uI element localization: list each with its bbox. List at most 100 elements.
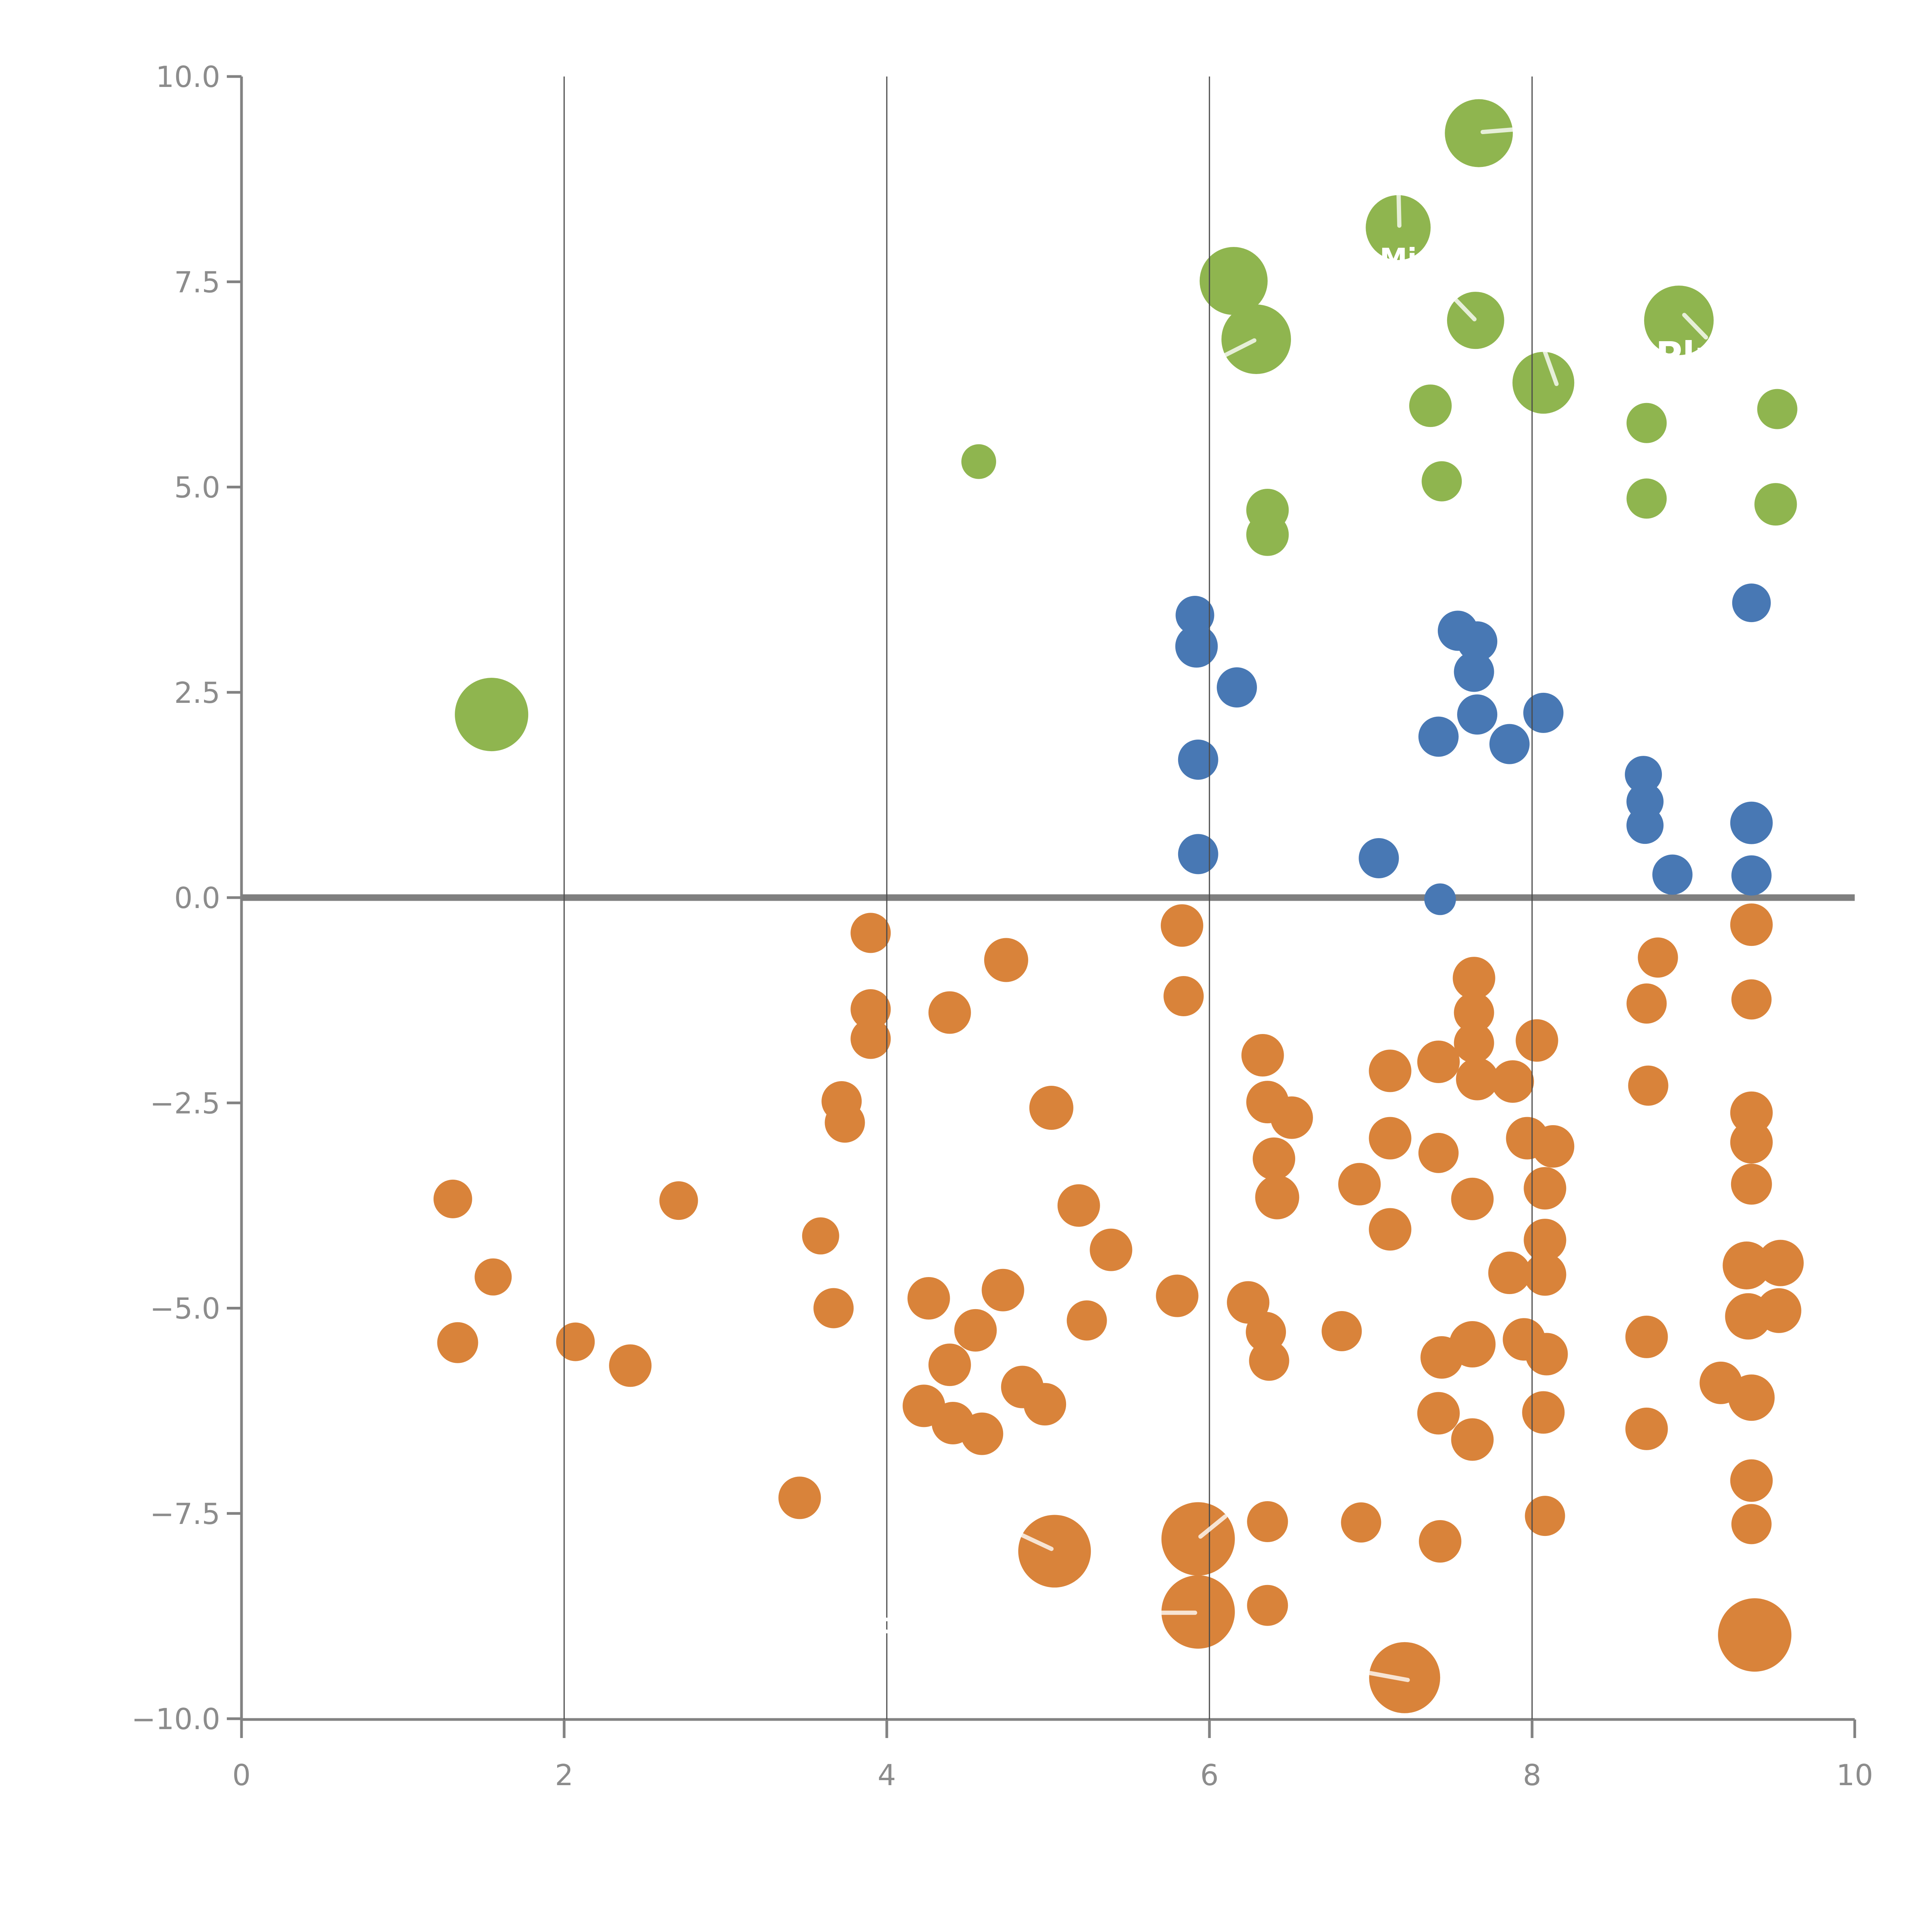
data-point [1246, 513, 1289, 556]
data-point [437, 1322, 478, 1363]
data-point [1199, 247, 1268, 315]
y-tick-label: −5.0 [150, 1292, 220, 1326]
data-point [1366, 195, 1431, 260]
data-point [1156, 1274, 1199, 1317]
data-point [659, 1181, 698, 1220]
data-point [1449, 1321, 1496, 1367]
data-point [1757, 1240, 1804, 1286]
data-point [928, 1344, 971, 1386]
data-point [1359, 838, 1399, 878]
data-point [455, 678, 529, 752]
data-point [981, 1269, 1024, 1311]
data-point [1644, 286, 1714, 355]
data-point [1488, 1252, 1531, 1294]
axes: 10.0 7.5 5.0 2.5 0.0 −2.5 −5.0 −7.5 −10.0 0 2 4 6 8 10 [131, 60, 1873, 1792]
data-point [1227, 1281, 1270, 1324]
x-tick-label: 2 [555, 1758, 573, 1792]
data-point [1626, 478, 1667, 519]
leader-line [1682, 313, 1708, 340]
x-tick-label: 0 [232, 1758, 251, 1792]
data-point [1457, 621, 1498, 662]
data-point [1175, 596, 1214, 634]
data-point [1457, 694, 1498, 735]
data-point [961, 1412, 1003, 1455]
data-point [778, 1476, 821, 1519]
data-point [1369, 1117, 1412, 1160]
data-point [556, 1322, 595, 1361]
data-point [825, 1102, 865, 1143]
data-point [1255, 1175, 1299, 1219]
data-point [1718, 1598, 1792, 1672]
data-point [1178, 740, 1218, 780]
data-point [1338, 1163, 1381, 1206]
data-point [1029, 1086, 1073, 1130]
data-point [1161, 1502, 1235, 1576]
data-point [1732, 583, 1771, 622]
series-group-orange [433, 903, 1804, 1713]
data-point [1417, 1041, 1460, 1083]
y-tick-label: 7.5 [174, 265, 220, 299]
data-point [1730, 903, 1773, 946]
y-tick-label: −7.5 [150, 1497, 220, 1531]
data-point [1454, 992, 1494, 1033]
data-point [1417, 1392, 1460, 1435]
data-point [1525, 1496, 1565, 1536]
data-point [1731, 855, 1772, 896]
data-point [1489, 724, 1530, 764]
data-point [1731, 1163, 1772, 1205]
data-point [1249, 1340, 1289, 1381]
leader-line [1542, 347, 1559, 386]
data-point [1270, 1096, 1313, 1139]
data-point [1523, 692, 1564, 733]
data-point [1216, 667, 1257, 707]
data-point [1515, 1019, 1558, 1062]
data-point [1730, 1091, 1773, 1134]
data-point [1418, 1133, 1459, 1173]
data-point [1057, 1184, 1100, 1227]
data-point [1626, 807, 1664, 844]
data-point [1424, 883, 1456, 915]
data-point [1024, 1383, 1066, 1426]
data-point [1730, 1121, 1773, 1164]
data-point [1253, 1137, 1295, 1180]
leader-line [1198, 1514, 1228, 1539]
data-point [609, 1344, 652, 1387]
y-tick-label: 0.0 [174, 881, 220, 915]
series-group-blue [1175, 583, 1773, 915]
data-point [1532, 1125, 1575, 1168]
data-point [1419, 1520, 1462, 1563]
data-point [1175, 625, 1218, 668]
y-tick-label: 5.0 [174, 471, 220, 505]
data-point [961, 444, 996, 479]
data-point [1456, 1058, 1499, 1100]
data-point [1731, 979, 1772, 1020]
data-point [928, 991, 971, 1034]
data-point [1522, 1391, 1565, 1434]
data-point [1163, 976, 1204, 1016]
leader-line [1480, 127, 1518, 134]
data-point [1754, 483, 1797, 526]
data-point [1723, 1242, 1771, 1289]
data-point [1161, 1575, 1235, 1649]
point-label: Mediterranean Region [800, 1607, 1160, 1640]
data-point [1524, 1167, 1566, 1210]
leader-line [1221, 338, 1257, 359]
series-group-green [455, 99, 1798, 752]
data-point [1454, 1023, 1494, 1063]
data-point [1247, 1501, 1288, 1542]
y-tick-label: −10.0 [131, 1702, 220, 1736]
data-point [802, 1217, 839, 1255]
data-point [907, 1277, 950, 1320]
leader-line [1396, 190, 1401, 228]
data-point [1626, 403, 1667, 443]
data-point [954, 1309, 997, 1352]
data-point [1625, 1407, 1668, 1450]
data-point [813, 1288, 854, 1328]
data-point [850, 989, 891, 1029]
data-point [1512, 352, 1575, 414]
data-point [1757, 389, 1798, 429]
data-point [1756, 1288, 1801, 1333]
data-point [1652, 854, 1693, 895]
